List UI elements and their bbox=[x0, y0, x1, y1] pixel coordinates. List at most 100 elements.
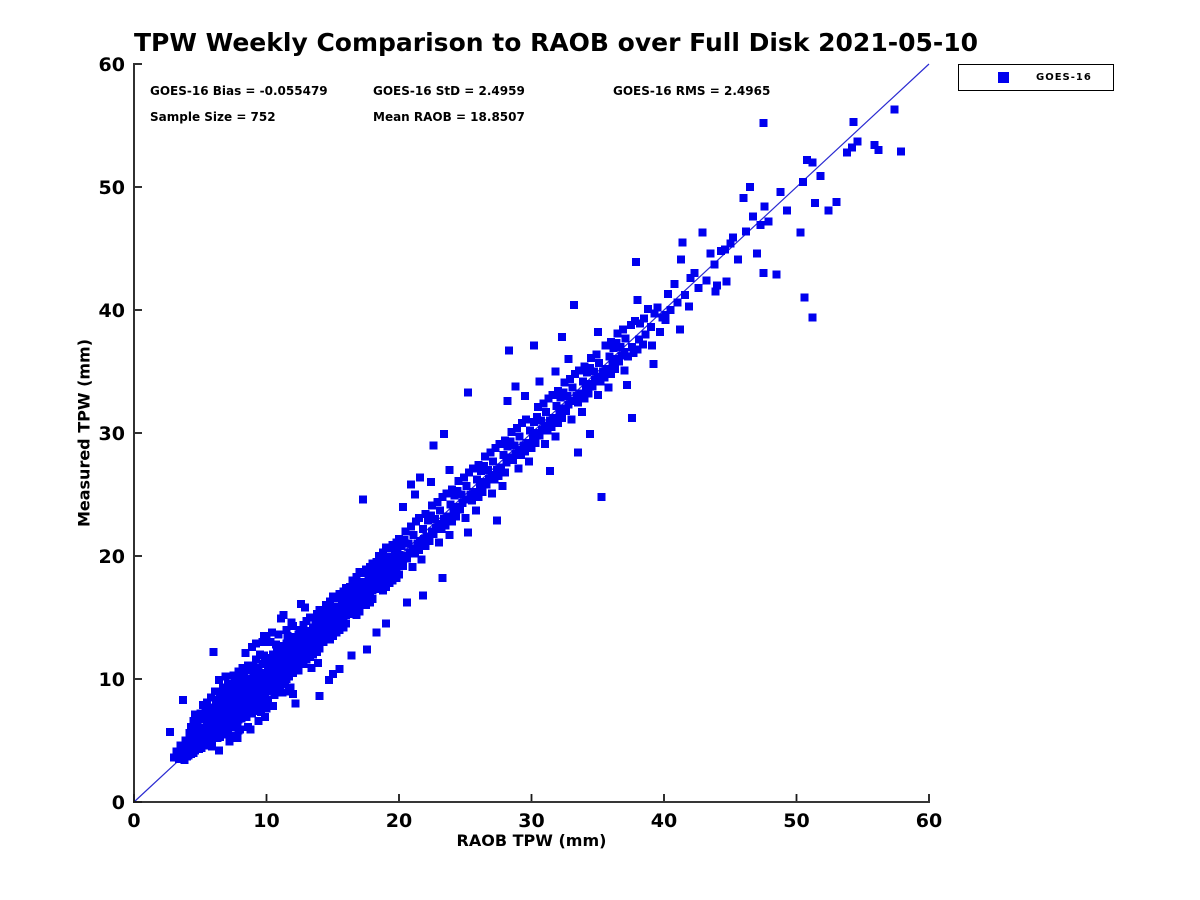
data-point-marker bbox=[446, 500, 455, 509]
data-point-marker bbox=[507, 427, 516, 436]
data-point-marker bbox=[482, 480, 491, 489]
data-point-marker bbox=[644, 304, 653, 313]
x-tick-label: 40 bbox=[651, 810, 677, 832]
data-point-marker bbox=[421, 542, 430, 551]
data-point-marker bbox=[395, 550, 403, 559]
data-point-marker bbox=[661, 310, 670, 319]
data-point-marker bbox=[551, 432, 560, 441]
data-point-marker bbox=[534, 403, 543, 412]
data-point-marker bbox=[254, 716, 263, 725]
data-point-marker bbox=[299, 660, 308, 669]
data-point-marker bbox=[399, 561, 407, 570]
data-point-marker bbox=[616, 342, 625, 351]
data-point-marker bbox=[424, 516, 433, 525]
data-point-marker bbox=[255, 668, 264, 677]
stat-sample-size: Sample Size = 752 bbox=[150, 110, 276, 124]
data-point-marker bbox=[772, 270, 781, 279]
data-point-marker bbox=[685, 302, 694, 311]
data-point-marker bbox=[593, 390, 602, 399]
data-point-marker bbox=[434, 520, 443, 528]
data-point-marker bbox=[440, 430, 449, 439]
data-point-marker bbox=[554, 419, 562, 428]
data-point-marker bbox=[242, 675, 251, 683]
data-point-marker bbox=[300, 603, 309, 612]
data-point-marker bbox=[438, 574, 447, 583]
data-point-marker bbox=[633, 345, 642, 354]
data-point-marker bbox=[539, 399, 548, 408]
data-point-marker bbox=[597, 493, 606, 501]
data-point-marker bbox=[274, 630, 283, 639]
data-point-marker bbox=[221, 672, 230, 681]
data-point-marker bbox=[728, 233, 737, 242]
data-point-marker bbox=[315, 692, 324, 701]
data-point-marker bbox=[726, 239, 735, 248]
data-point-marker bbox=[522, 415, 531, 424]
data-point-marker bbox=[746, 183, 755, 191]
data-point-marker bbox=[357, 577, 366, 586]
data-point-marker bbox=[673, 298, 682, 307]
data-point-marker bbox=[430, 515, 439, 524]
data-point-marker bbox=[648, 341, 657, 350]
data-point-marker bbox=[609, 344, 618, 353]
data-point-marker bbox=[206, 703, 215, 712]
data-point-marker bbox=[678, 238, 687, 247]
data-point-marker bbox=[489, 457, 498, 466]
data-point-marker bbox=[601, 341, 610, 350]
data-point-marker bbox=[690, 269, 699, 278]
data-point-marker bbox=[604, 383, 613, 392]
data-point-marker bbox=[294, 666, 303, 675]
data-point-marker bbox=[455, 505, 464, 514]
data-point-marker bbox=[486, 448, 495, 457]
data-point-marker bbox=[467, 496, 476, 505]
data-point-marker bbox=[615, 357, 623, 366]
data-point-marker bbox=[503, 397, 512, 405]
data-point-marker bbox=[368, 595, 377, 603]
data-point-marker bbox=[408, 544, 417, 553]
data-point-marker bbox=[618, 325, 627, 334]
data-point-marker bbox=[328, 670, 337, 679]
data-point-marker bbox=[282, 625, 291, 634]
data-point-marker bbox=[808, 158, 817, 167]
data-point-marker bbox=[384, 553, 393, 562]
data-point-marker bbox=[706, 249, 715, 258]
data-point-marker bbox=[289, 622, 297, 631]
data-point-marker bbox=[593, 372, 602, 381]
data-point-marker bbox=[206, 693, 215, 702]
data-point-marker bbox=[800, 293, 809, 302]
data-point-marker bbox=[656, 328, 664, 337]
data-point-marker bbox=[216, 732, 225, 741]
data-point-marker bbox=[416, 473, 425, 482]
stat-mean-raob: Mean RAOB = 18.8507 bbox=[373, 110, 525, 124]
data-point-marker bbox=[593, 328, 602, 337]
data-point-marker bbox=[535, 431, 544, 440]
data-point-marker bbox=[551, 367, 560, 376]
data-point-marker bbox=[331, 602, 340, 611]
x-tick-label: 20 bbox=[386, 810, 412, 832]
y-tick-label: 50 bbox=[99, 177, 125, 199]
data-point-marker bbox=[289, 689, 297, 698]
data-point-marker bbox=[474, 461, 483, 469]
data-point-marker bbox=[520, 392, 529, 401]
x-tick-label: 50 bbox=[783, 810, 809, 832]
data-point-marker bbox=[497, 463, 505, 472]
data-point-marker bbox=[273, 687, 282, 696]
data-point-marker bbox=[347, 651, 356, 660]
data-point-marker bbox=[209, 647, 218, 656]
data-point-marker bbox=[748, 212, 757, 221]
data-point-marker bbox=[540, 440, 549, 449]
data-point-marker bbox=[649, 360, 658, 369]
axes-spines bbox=[133, 63, 930, 803]
data-point-marker bbox=[250, 672, 259, 681]
data-point-marker bbox=[445, 531, 454, 540]
data-point-marker bbox=[360, 596, 369, 605]
data-point-marker bbox=[404, 539, 413, 548]
data-point-marker bbox=[355, 607, 364, 616]
y-tick-label: 40 bbox=[99, 300, 125, 322]
data-point-marker bbox=[251, 639, 260, 648]
data-point-marker bbox=[395, 534, 403, 543]
data-point-marker bbox=[278, 688, 287, 697]
data-point-marker bbox=[205, 723, 214, 731]
data-point-marker bbox=[630, 317, 639, 326]
